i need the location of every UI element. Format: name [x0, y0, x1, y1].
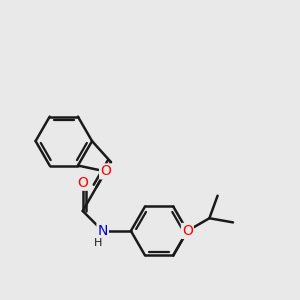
Text: H: H [94, 238, 102, 248]
Text: O: O [77, 176, 88, 190]
Text: N: N [98, 224, 108, 238]
Text: O: O [100, 164, 111, 178]
Text: O: O [182, 224, 193, 238]
